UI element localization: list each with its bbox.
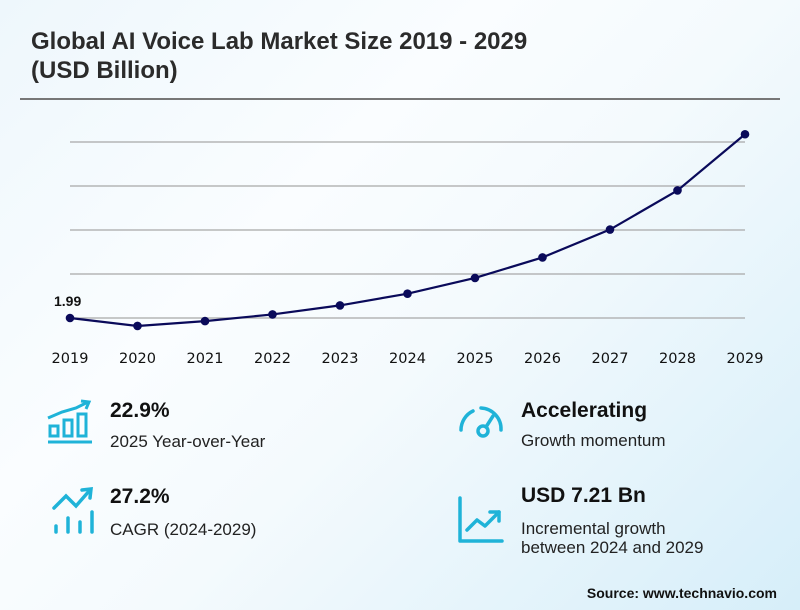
trend-up-bars-icon (52, 487, 94, 534)
data-point-2023 (335, 301, 345, 310)
data-point-2020 (133, 321, 142, 331)
data-point-2021 (200, 316, 210, 326)
speedometer-icon (459, 406, 503, 438)
data-label-2019: 1.99 (54, 293, 81, 309)
stat-value: 27.2% (110, 485, 170, 508)
stat-label: CAGR (2024-2029) (110, 520, 257, 539)
gridlines (70, 141, 745, 319)
source-credit: Source: www.technavio.com (586, 585, 777, 601)
stat-label-line-1: Incremental growth (521, 519, 666, 538)
x-tick-label-2020: 2020 (119, 351, 156, 367)
stat-value: USD 7.21 Bn (521, 484, 646, 507)
line-chart: 1.99 2019 2020 2021 2022 2023 2024 2025 2026 202… (52, 129, 764, 367)
chart-title: Global AI Voice Lab Market Size 2019 - 2… (31, 27, 527, 85)
x-tick-label-2022: 2022 (254, 351, 291, 367)
data-point-2024 (403, 289, 412, 298)
data-point-2026 (538, 253, 547, 262)
line-chart-up-icon (458, 496, 504, 543)
bar-chart-growth-icon (47, 399, 92, 444)
stat-label: 2025 Year-over-Year (110, 432, 266, 451)
x-tick-label-2029: 2029 (727, 351, 764, 367)
x-tick-label-2027: 2027 (592, 351, 629, 367)
data-point-2028 (673, 186, 682, 195)
data-point-2029 (740, 129, 750, 139)
chart-title-line-1: Global AI Voice Lab Market Size 2019 - 2… (31, 28, 528, 55)
data-point-2022 (268, 310, 277, 319)
stat-label-line-2: between 2024 and 2029 (521, 538, 704, 557)
x-tick-label-2023: 2023 (322, 351, 359, 367)
stat-value: 22.9% (110, 399, 170, 422)
x-tick-label-2021: 2021 (187, 351, 224, 367)
x-axis-tick-labels: 2019 2020 2021 2022 2023 2024 2025 2026 2027 2028… (52, 351, 764, 367)
stat-label: Growth momentum (521, 431, 666, 450)
x-tick-label-2025: 2025 (457, 351, 494, 367)
data-point-2019 (65, 313, 75, 323)
chart-title-line-2: (USD Billion) (31, 57, 178, 84)
data-labels: 1.99 (54, 293, 81, 309)
title-divider (20, 98, 780, 100)
x-tick-label-2026: 2026 (524, 351, 561, 367)
data-point-2025 (470, 273, 480, 283)
data-point-2027 (605, 225, 615, 234)
x-tick-label-2024: 2024 (389, 351, 426, 367)
series-market-size (65, 129, 750, 331)
x-tick-label-2028: 2028 (659, 351, 696, 367)
stat-value: Accelerating (521, 399, 648, 422)
x-tick-label-2019: 2019 (52, 351, 89, 367)
